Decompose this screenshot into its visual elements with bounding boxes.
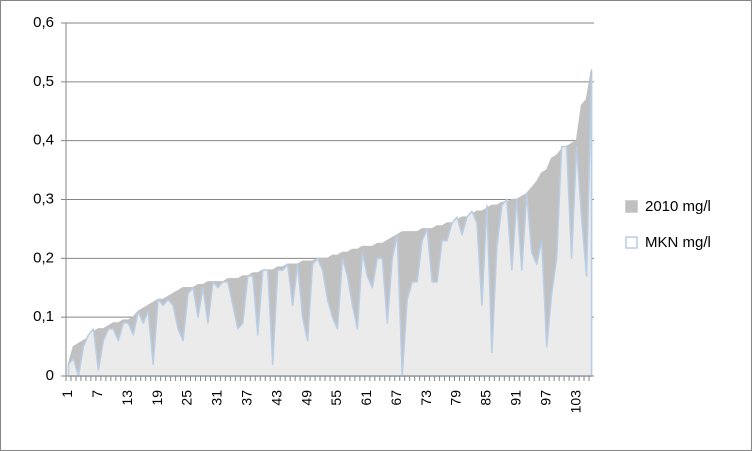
x-tick-label: 55 [328,390,344,406]
x-tick-label: 13 [119,390,135,406]
x-tick-label: 37 [239,390,255,406]
legend-label: 2010 mg/l [645,198,711,215]
y-tick-label: 0,6 [33,14,54,31]
legend-label: MKN mg/l [645,234,711,251]
x-tick-label: 61 [358,390,374,406]
area [67,75,593,377]
x-tick-label: 85 [478,390,494,406]
x-tick-label: 91 [507,390,523,406]
x-tick-label: 79 [448,390,464,406]
x-tick-label: 43 [268,390,284,406]
y-tick-label: 0 [46,367,54,384]
legend-swatch [625,200,638,213]
y-tick-label: 0,3 [33,190,54,207]
legend-swatch [625,236,638,249]
y-tick-label: 0,1 [33,308,54,325]
y-tick-label: 0,4 [33,132,54,149]
x-tick-label: 73 [418,390,434,406]
x-tick-label: 19 [149,390,165,406]
x-tick-label: 7 [89,390,105,398]
x-tick-label: 67 [388,390,404,406]
x-tick-label: 49 [298,390,314,406]
x-tick-label: 31 [209,390,225,406]
x-tick-label: 103 [567,390,583,414]
y-tick-label: 0,2 [33,249,54,266]
y-tick-label: 0,5 [33,73,54,90]
x-tick-label: 1 [59,390,75,398]
x-tick-label: 25 [179,390,195,406]
x-tick-label: 97 [537,390,553,406]
